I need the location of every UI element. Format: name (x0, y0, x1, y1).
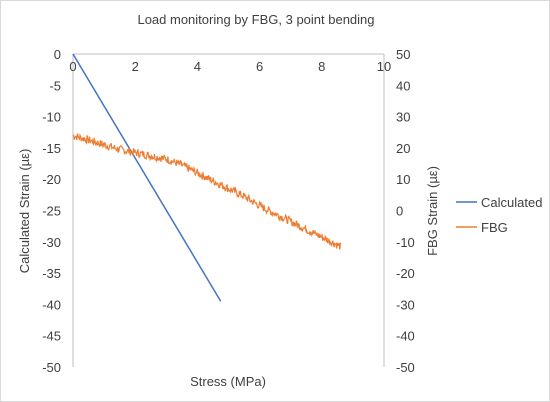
x-tick-labels: 0 2 4 6 8 10 (69, 59, 391, 74)
legend-label-calculated: Calculated (481, 195, 542, 210)
y-tick-labels: 0 -5 -10 -15 -20 -25 -30 -35 -40 -45 -50 (42, 47, 61, 375)
y2-tick-label: -40 (396, 329, 415, 344)
legend-label-fbg: FBG (481, 220, 508, 235)
y-tick-label: -5 (49, 78, 61, 93)
y2-tick-label: 20 (396, 141, 410, 156)
y-tick-label: -50 (42, 360, 61, 375)
y-tick-label: 0 (54, 47, 61, 62)
y2-tick-labels: 50 40 30 20 10 0 -10 -20 -30 -40 -50 (396, 47, 415, 375)
y-tick-label: -20 (42, 172, 61, 187)
x-tick-label: 8 (318, 59, 325, 74)
x-tick-label: 10 (377, 59, 391, 74)
y-tick-label: -15 (42, 141, 61, 156)
y-axis-title: Calculated Strain (µε) (17, 149, 32, 274)
y-tick-label: -25 (42, 204, 61, 219)
y2-tick-label: 50 (396, 47, 410, 62)
y-tick-label: -40 (42, 297, 61, 312)
y-tick-label: -35 (42, 266, 61, 281)
y2-tick-label: -10 (396, 235, 415, 250)
legend: Calculated FBG (456, 195, 542, 235)
y2-tick-label: 10 (396, 172, 410, 187)
y2-axis-title: FBG Strain (µε) (425, 166, 440, 256)
chart-title: Load monitoring by FBG, 3 point bending (137, 12, 374, 27)
x-axis-title: Stress (MPa) (190, 374, 266, 389)
x-tick-label: 4 (194, 59, 201, 74)
y2-tick-label: 40 (396, 78, 410, 93)
y2-tick-label: -30 (396, 297, 415, 312)
series-line-calculated (72, 53, 222, 302)
y2-tick-label: 0 (396, 204, 403, 219)
y2-tick-label: -50 (396, 360, 415, 375)
y-tick-label: -45 (42, 329, 61, 344)
series-line-fbg (72, 133, 342, 250)
series-layer (72, 53, 342, 302)
y-tick-label: -30 (42, 235, 61, 250)
x-tick-label: 2 (132, 59, 139, 74)
y-tick-label: -10 (42, 110, 61, 125)
x-tick-label: 6 (256, 59, 263, 74)
y2-tick-label: 30 (396, 110, 410, 125)
y2-tick-label: -20 (396, 266, 415, 281)
x-tick-label: 0 (69, 59, 76, 74)
